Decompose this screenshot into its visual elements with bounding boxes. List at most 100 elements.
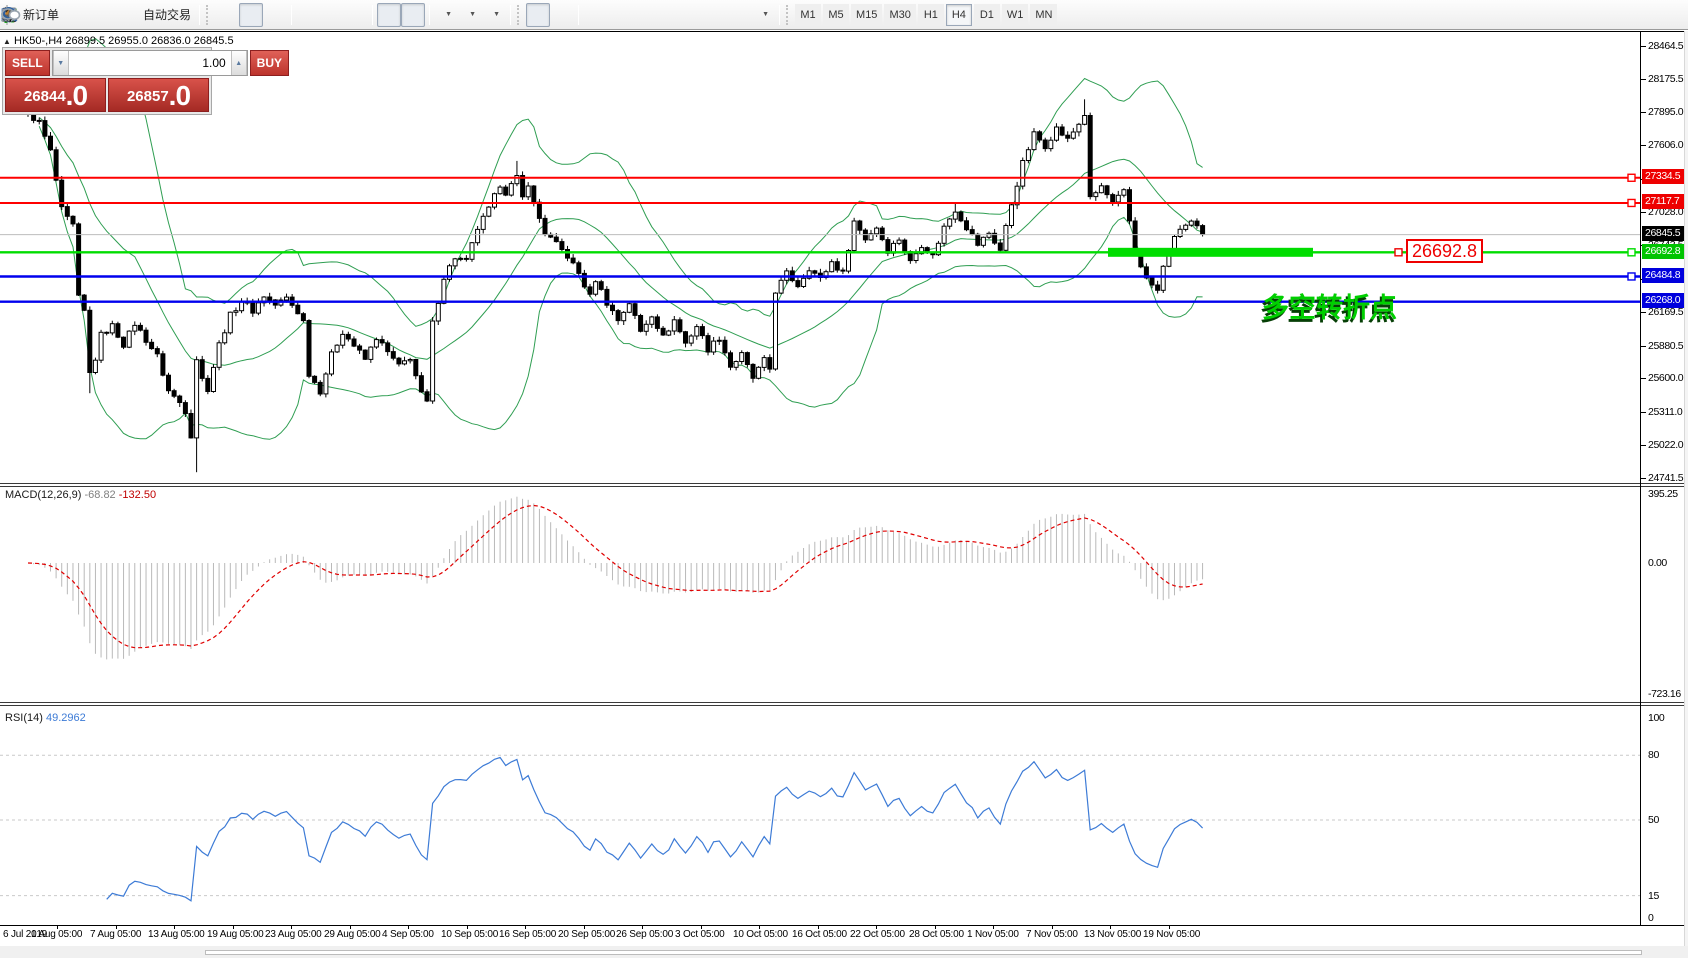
rsi-scale-80: 80	[1648, 749, 1659, 761]
rsi-scale-15: 15	[1648, 890, 1659, 902]
candle-body	[739, 352, 745, 363]
price-tick-mark	[1641, 112, 1646, 113]
buy-price-tile[interactable]: 26857 .0	[108, 78, 209, 112]
timeframe-m30-button[interactable]: M30	[884, 3, 916, 26]
price-label-object[interactable]: 26692.8	[1406, 239, 1484, 264]
date-tick	[584, 925, 585, 929]
crosshair-button[interactable]	[2, 3, 574, 27]
price-tick-mark	[1641, 145, 1646, 146]
timeframe-d1-button[interactable]: D1	[973, 3, 1000, 26]
candle-body	[868, 233, 874, 241]
price-tick-label: 27606.0	[1648, 139, 1684, 151]
pane-divider[interactable]	[0, 702, 1684, 706]
chart-annotation-text[interactable]: 多空转折点	[1262, 293, 1397, 323]
candle-body	[1048, 139, 1054, 150]
date-tick	[935, 925, 936, 929]
candle-body	[475, 228, 481, 244]
main-price-pane[interactable]	[0, 32, 1641, 484]
price-tick-mark	[1641, 478, 1646, 479]
candle-body	[300, 313, 306, 322]
candle-body	[345, 333, 351, 340]
zoom-in-button[interactable]	[2, 3, 320, 27]
sell-price-main: 26844	[23, 88, 66, 105]
bar-chart-button[interactable]	[2, 3, 239, 27]
candle-body	[503, 186, 509, 196]
hline-handle-27117.7[interactable]	[1627, 198, 1636, 208]
candle-body	[1155, 284, 1161, 291]
chart-window-button[interactable]	[1, 3, 111, 27]
timeframe-h1-button[interactable]: H1	[917, 3, 944, 26]
price-label-handle[interactable]	[1394, 248, 1403, 257]
autotrading-button[interactable]: 自动交易	[2, 3, 195, 27]
volume-decrease-button[interactable]: ▼	[52, 51, 69, 75]
chart-shift-button[interactable]	[3, 2, 426, 27]
date-label: 1 Aug 05:00	[31, 929, 83, 940]
vertical-line-button[interactable]	[8, 3, 607, 27]
candle-body	[1042, 139, 1048, 150]
line-chart-button[interactable]	[2, 3, 287, 27]
hline-handle-26484.8[interactable]	[1627, 272, 1636, 281]
templates-button[interactable]: ▼	[1, 3, 506, 27]
candle-body	[255, 302, 261, 314]
pane-divider[interactable]	[0, 483, 1684, 487]
sell-button[interactable]: SELL	[5, 50, 50, 76]
candle-body	[649, 316, 655, 325]
buy-button[interactable]: BUY	[249, 50, 290, 76]
indicators-button[interactable]: ▼	[1, 3, 458, 27]
candle-body	[48, 135, 53, 151]
price-tick-mark	[1641, 79, 1646, 80]
timeframe-m1-button[interactable]: M1	[795, 3, 822, 26]
rsi-pane[interactable]	[0, 706, 1641, 925]
timeframe-m5-button[interactable]: M5	[823, 3, 850, 26]
candle-body	[402, 360, 407, 365]
candle-body	[525, 185, 531, 198]
fibonacci-button[interactable]: F	[2, 3, 703, 27]
panel-collapse-arrow[interactable]: ▲	[3, 37, 11, 46]
candle-body	[570, 257, 576, 264]
sell-price-pips: .0	[65, 80, 88, 111]
volume-increase-button[interactable]: ▲	[230, 51, 247, 75]
timeframe-w1-button[interactable]: W1	[1001, 3, 1029, 26]
candle-body	[70, 215, 76, 225]
candle-body	[834, 261, 840, 271]
candle-body	[1098, 185, 1104, 194]
macd-pane[interactable]	[0, 487, 1641, 702]
candle-body	[486, 206, 492, 217]
highlighter-button[interactable]	[2, 3, 87, 27]
timeframe-mn-button[interactable]: MN	[1030, 3, 1058, 26]
price-axis-line	[1640, 31, 1641, 925]
new-order-button[interactable]: 新订单	[2, 3, 63, 27]
candle-body	[1127, 189, 1132, 222]
tile-windows-button[interactable]	[1, 3, 368, 27]
trendline-button[interactable]	[2, 3, 655, 27]
candle-body	[992, 232, 998, 244]
timeframe-h4-button[interactable]: H4	[945, 3, 972, 26]
arrows-button[interactable]: ▼	[3, 3, 775, 27]
text-label-button[interactable]: T	[2, 3, 751, 27]
hline-handle-26692.8[interactable]	[1627, 248, 1636, 257]
candlestick-chart-button[interactable]	[2, 2, 264, 27]
new-order-label: 新订单	[23, 8, 60, 22]
date-label: 20 Sep 05:00	[558, 929, 616, 940]
candle-body	[250, 302, 256, 314]
candle-body	[958, 211, 964, 222]
hline-handle-27334.5[interactable]	[1627, 173, 1636, 182]
zoom-out-button[interactable]	[2, 3, 344, 27]
sell-price-tile[interactable]: 26844 .0	[5, 78, 106, 112]
level-lines-layer	[0, 173, 1640, 303]
macd-scale-zero: 0.00	[1648, 557, 1667, 569]
signal-button[interactable]	[1, 3, 135, 27]
candle-body	[671, 319, 677, 332]
auto-scroll-button[interactable]	[3, 2, 402, 27]
text-button[interactable]: A	[5, 3, 727, 27]
volume-input[interactable]	[68, 51, 231, 75]
thick-green-trendline[interactable]	[1108, 247, 1313, 257]
horizontal-line-button[interactable]	[2, 3, 631, 27]
timeframe-m15-button[interactable]: M15	[851, 3, 883, 26]
horizontal-scrollbar[interactable]	[205, 950, 1642, 955]
periods-button[interactable]: ▼	[1, 3, 482, 27]
cursor-button[interactable]	[5, 2, 551, 27]
equidistant-channel-button[interactable]: E	[1, 3, 679, 27]
price-tick-label: 26169.5	[1648, 306, 1684, 318]
candle-body	[1054, 126, 1059, 141]
